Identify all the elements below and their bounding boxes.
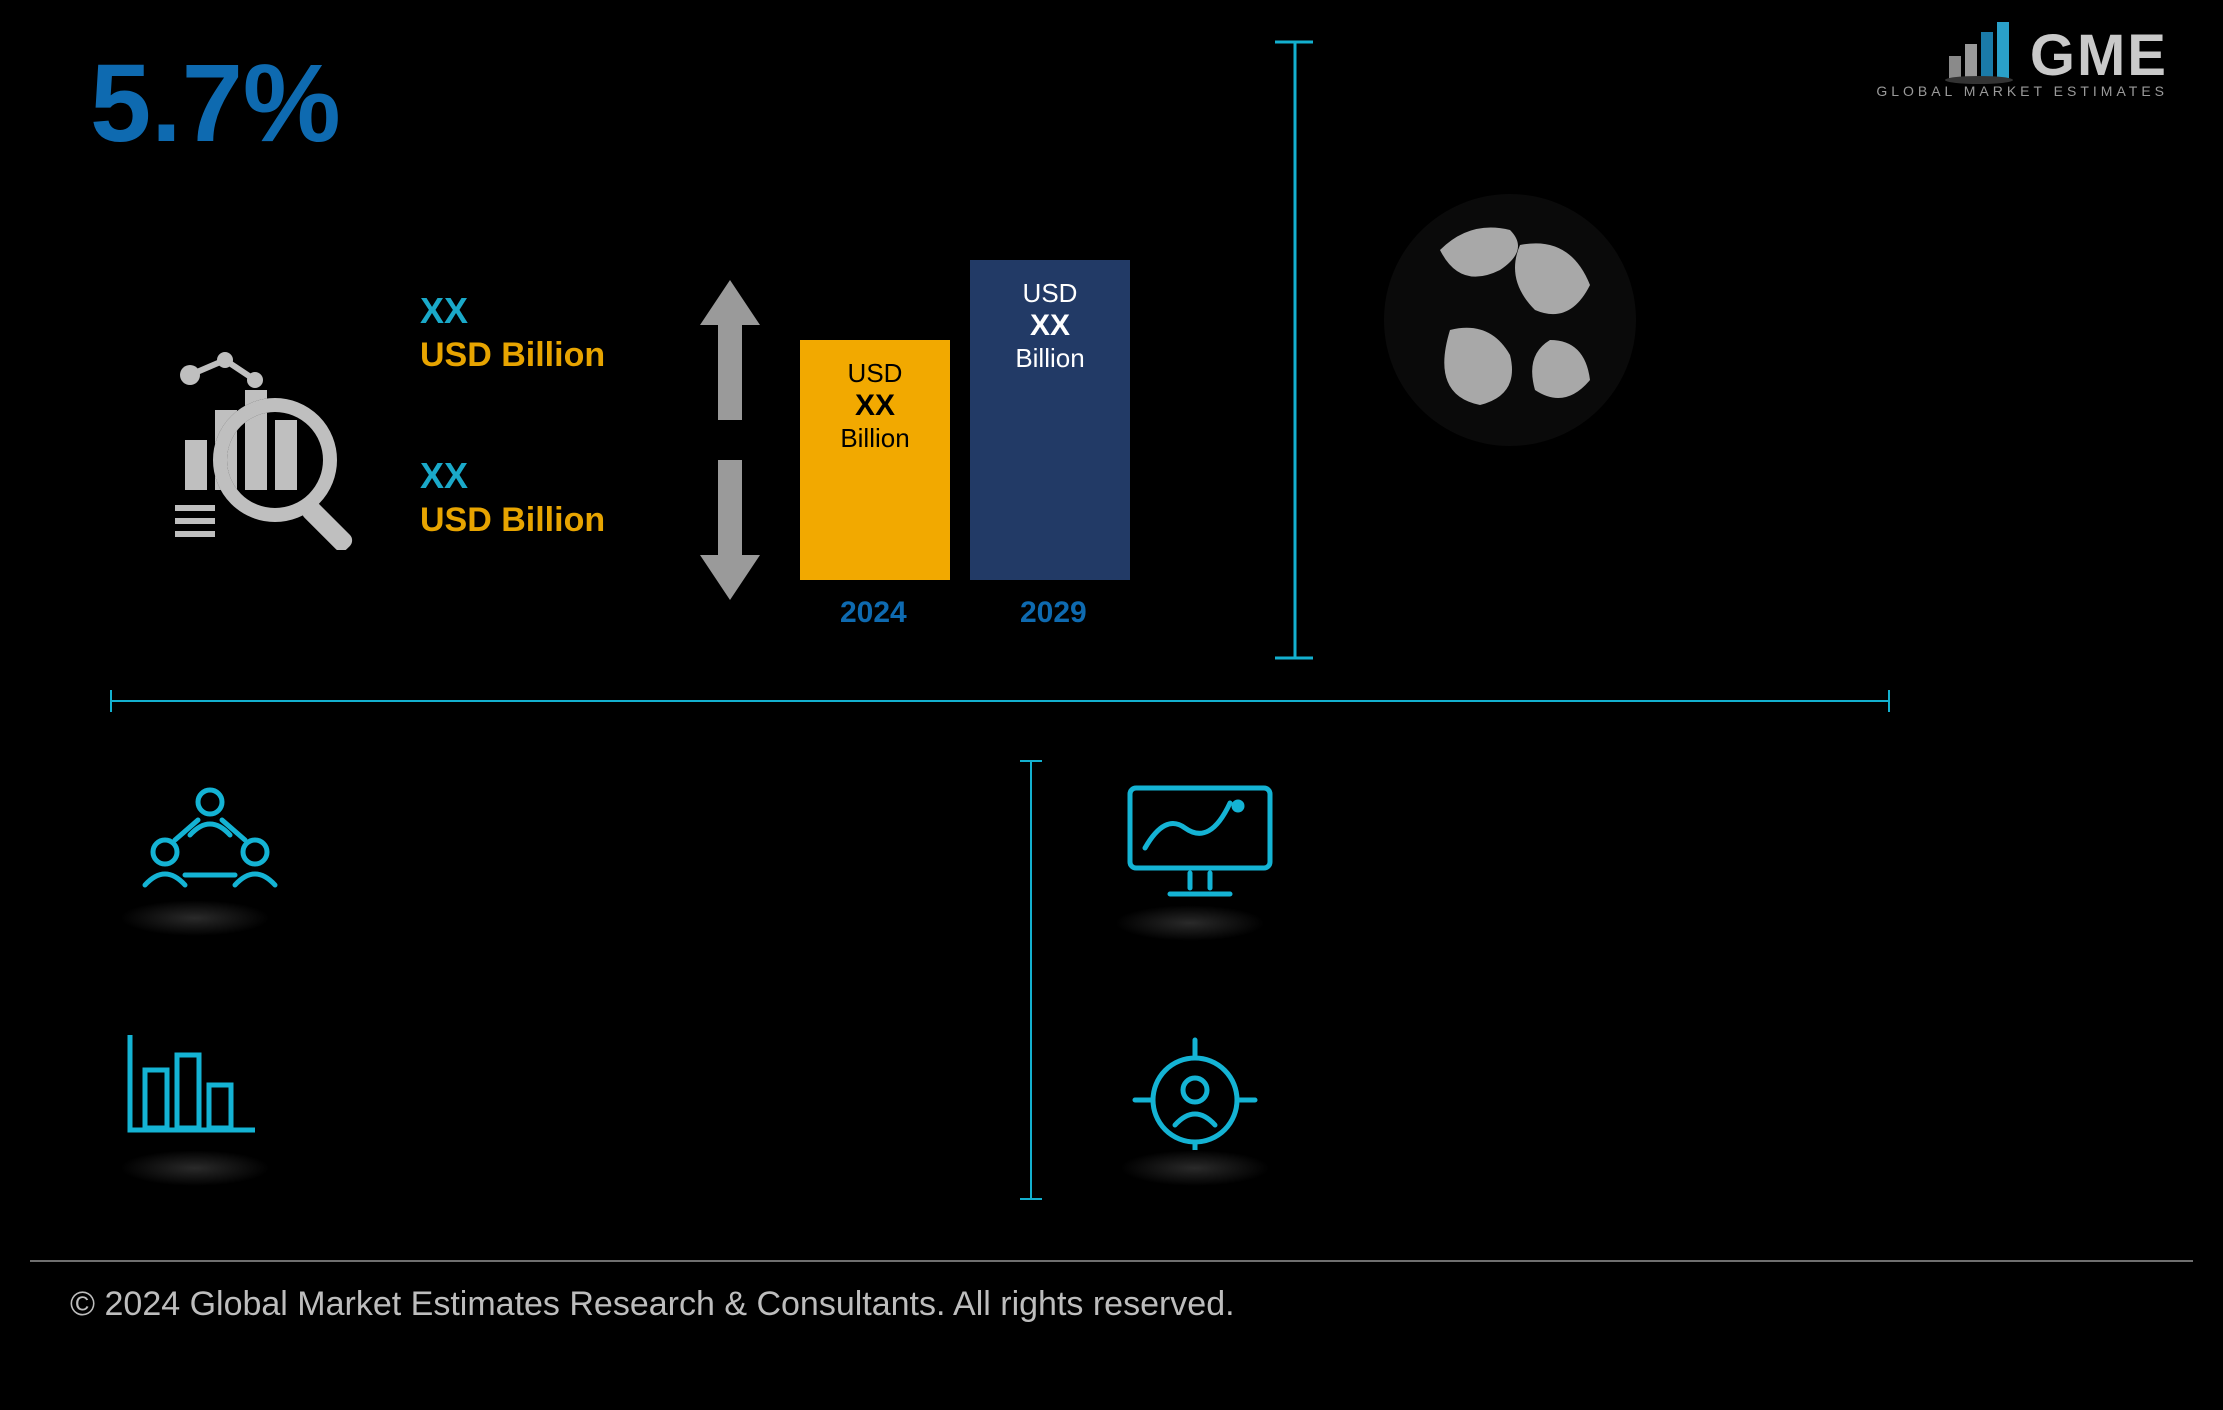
value-up: XX USD Billion xyxy=(420,290,605,375)
analytics-monitor-icon xyxy=(1120,778,1280,908)
year-bar-chart: USD XX Billion USD XX Billion 2024 2029 xyxy=(800,260,1120,630)
value-down-unit: USD Billion xyxy=(420,501,605,540)
bracket-divider-icon xyxy=(1275,40,1315,665)
copyright: © 2024 Global Market Estimates Research … xyxy=(70,1285,1235,1324)
cagr-percent: 5.7% xyxy=(90,40,341,167)
bar-2029-value: XX xyxy=(970,309,1130,343)
bar-2024: USD XX Billion xyxy=(800,340,950,580)
bar-2024-currency: USD xyxy=(848,358,903,388)
bar-2024-unit: Billion xyxy=(840,423,909,453)
icon-shadow xyxy=(1120,1150,1270,1186)
icon-shadow xyxy=(120,900,270,936)
bar-2029-unit: Billion xyxy=(1015,343,1084,373)
people-network-icon xyxy=(130,780,290,905)
research-icon xyxy=(155,320,385,555)
value-range: XX USD Billion XX USD Billion xyxy=(420,290,605,620)
value-up-unit: USD Billion xyxy=(420,336,605,375)
bar-year-2024: 2024 xyxy=(840,596,907,630)
globe-icon xyxy=(1380,190,1640,455)
bar-2024-value: XX xyxy=(800,389,950,423)
icon-shadow xyxy=(120,1150,270,1186)
bar-2029-caption: USD XX Billion xyxy=(970,278,1130,374)
gme-logo-text: GME xyxy=(2030,22,2168,89)
gme-logo-subtext: GLOBAL MARKET ESTIMATES xyxy=(1876,83,2168,99)
arrow-up-icon xyxy=(700,280,760,425)
value-up-xx: XX xyxy=(420,290,605,332)
bar-2029: USD XX Billion xyxy=(970,260,1130,580)
value-down-xx: XX xyxy=(420,455,605,497)
value-down: XX USD Billion xyxy=(420,455,605,540)
bar-2029-currency: USD xyxy=(1023,278,1078,308)
bar-year-2029: 2029 xyxy=(1020,596,1087,630)
horizontal-divider xyxy=(110,700,1890,702)
icon-shadow xyxy=(1115,905,1265,941)
bar-2024-caption: USD XX Billion xyxy=(800,358,950,454)
arrow-down-icon xyxy=(700,460,760,605)
vertical-divider xyxy=(1030,760,1032,1200)
bar-chart-icon xyxy=(115,1025,265,1150)
gme-logo-mark-icon xyxy=(1943,22,2015,89)
footer-rule xyxy=(30,1260,2193,1262)
gme-logo: GME GLOBAL MARKET ESTIMATES xyxy=(1876,22,2168,99)
